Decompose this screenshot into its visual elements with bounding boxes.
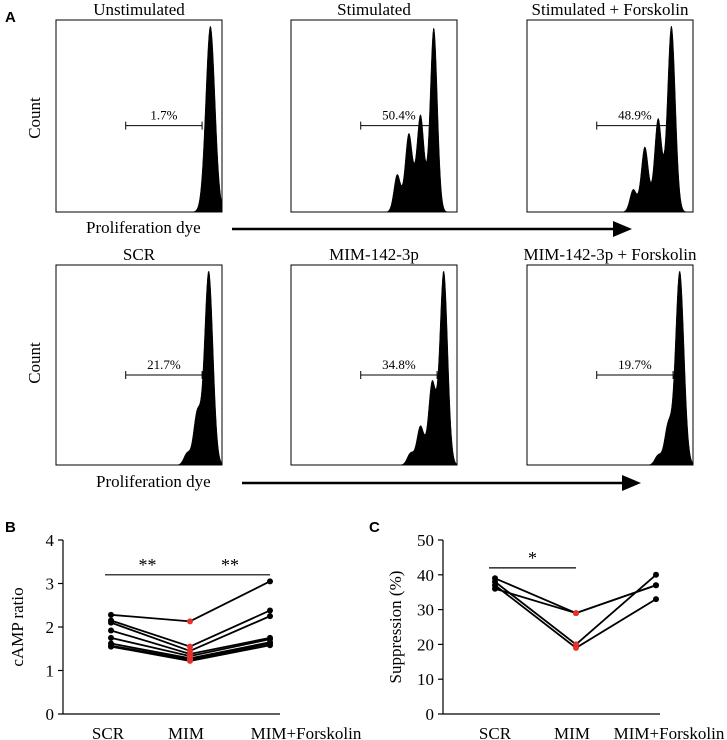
- histogram-distribution: [527, 25, 693, 213]
- data-point: [653, 571, 659, 578]
- proliferation-dye-label-top: Proliferation dye: [86, 218, 201, 237]
- flow-histogram-panel: MIM-142-3p + Forskolin 19.7%: [524, 245, 697, 466]
- data-point: [108, 611, 114, 618]
- y-tick-label: 2: [46, 618, 55, 637]
- data-point: [653, 596, 659, 603]
- series-line: [110, 609, 271, 648]
- gate-percentage: 34.8%: [382, 357, 416, 372]
- flow-histogram-panel: SCR 21.7%: [55, 245, 223, 466]
- data-point: [187, 618, 193, 625]
- significance-stars: **: [139, 555, 157, 575]
- histogram-distribution: [527, 270, 694, 466]
- flow-histogram-panel: Stimulated + Forskolin 48.9%: [526, 0, 694, 213]
- y-tick-label: 30: [417, 601, 434, 620]
- flow-histogram-panel: Unstimulated 1.7%: [55, 0, 223, 213]
- arrowhead-top: [613, 221, 632, 237]
- data-point: [108, 627, 114, 634]
- gate-percentage: 48.9%: [618, 108, 652, 123]
- gate-percentage: 50.4%: [382, 108, 416, 123]
- data-point: [108, 634, 114, 641]
- gate-percentage: 19.7%: [618, 357, 652, 372]
- panel-a-label: A: [5, 9, 16, 26]
- histogram-title: MIM-142-3p + Forskolin: [524, 245, 697, 264]
- y-tick-label: 50: [417, 531, 434, 550]
- y-axis-title: cAMP ratio: [8, 587, 27, 666]
- data-point: [653, 582, 659, 589]
- histogram-distribution: [291, 270, 458, 466]
- histogram-title: Stimulated: [337, 0, 411, 19]
- suppression-chart: 0 10 20 30 40 50 SCR MIM MIM+Forskolin Suppressio…: [386, 531, 725, 740]
- data-point: [573, 644, 579, 651]
- data-point: [267, 578, 273, 585]
- series-line: [110, 580, 271, 623]
- data-point: [187, 657, 193, 664]
- data-point: [492, 585, 498, 592]
- histogram-title: Stimulated + Forskolin: [532, 0, 689, 19]
- count-label-top: Count: [25, 97, 44, 139]
- flow-histogram-panel: Stimulated 50.4%: [290, 0, 458, 213]
- x-tick-label: MIM: [554, 724, 590, 740]
- gate-percentage: 21.7%: [147, 357, 181, 372]
- y-tick-label: 4: [46, 531, 55, 550]
- y-tick-label: 3: [46, 575, 55, 594]
- flow-histogram-panel: MIM-142-3p 34.8%: [290, 245, 458, 466]
- data-point: [108, 619, 114, 626]
- y-tick-label: 0: [46, 705, 55, 724]
- x-tick-label: SCR: [92, 724, 125, 740]
- y-tick-label: 0: [426, 705, 435, 724]
- y-tick-label: 40: [417, 566, 434, 585]
- arrowhead-bottom: [622, 475, 641, 491]
- histogram-title: Unstimulated: [93, 0, 185, 19]
- panel-c-label: C: [369, 519, 380, 536]
- gate-percentage: 1.7%: [150, 108, 177, 123]
- histogram-title: MIM-142-3p: [329, 245, 419, 264]
- data-point: [573, 610, 579, 617]
- data-point: [267, 613, 273, 620]
- y-axis-title: Suppression (%): [386, 571, 405, 684]
- x-tick-label: SCR: [479, 724, 512, 740]
- series-line: [494, 574, 657, 646]
- histogram-frame: [55, 19, 223, 213]
- significance-stars: *: [528, 548, 537, 568]
- x-tick-label: MIM+Forskolin: [251, 724, 362, 740]
- data-point: [267, 607, 273, 614]
- y-tick-label: 1: [46, 662, 55, 681]
- histogram-distribution: [291, 27, 457, 213]
- significance-stars: **: [221, 555, 239, 575]
- data-point: [187, 643, 193, 650]
- histogram-distribution: [56, 25, 223, 213]
- count-label-bottom: Count: [25, 342, 44, 384]
- data-point: [108, 643, 114, 650]
- histogram-distribution: [56, 270, 223, 466]
- panel-b-label: B: [5, 519, 16, 536]
- x-tick-label: MIM: [168, 724, 204, 740]
- y-tick-label: 20: [417, 635, 434, 654]
- flow-histogram-row-top: Unstimulated1.7%Stimulated50.4%Stimulate…: [55, 0, 694, 213]
- proliferation-dye-label-bottom: Proliferation dye: [96, 472, 211, 491]
- y-tick-label: 10: [417, 670, 434, 689]
- histogram-title: SCR: [123, 245, 156, 264]
- flow-histogram-row-bottom: SCR 21.7% MIM-142-3p 34.8% MIM-142-3p + Fors…: [55, 245, 697, 466]
- camp-ratio-chart: 0 1 2 3 4 SCR MIM MIM+Forskolin cAMP ratio ** **: [8, 531, 362, 740]
- data-point: [267, 642, 273, 649]
- x-tick-label: MIM+Forskolin: [614, 724, 725, 740]
